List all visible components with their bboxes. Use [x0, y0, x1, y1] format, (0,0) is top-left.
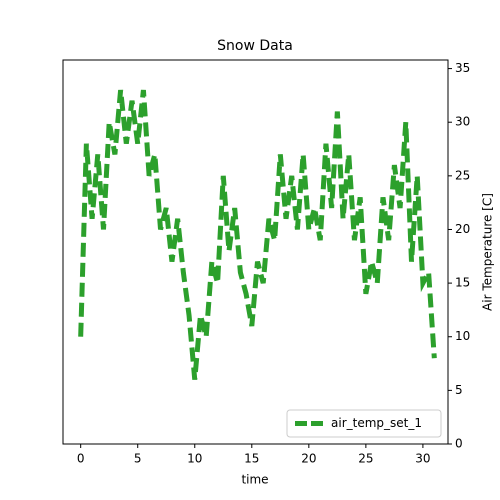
x-tick-label: 20: [301, 452, 316, 466]
x-tick-label: 10: [187, 452, 202, 466]
y-tick-label: 30: [455, 115, 470, 129]
chart-title: Snow Data: [217, 38, 293, 54]
y-tick-label: 20: [455, 222, 470, 236]
y-tick-label: 15: [455, 276, 470, 290]
y-tick-label: 10: [455, 329, 470, 343]
y-tick-label: 0: [455, 437, 463, 451]
y-axis-label: Air Temperature [C]: [481, 193, 495, 311]
x-tick-label: 30: [415, 452, 430, 466]
data-line: [78, 89, 437, 380]
y-tick-label: 5: [455, 383, 463, 397]
x-tick-label: 0: [77, 452, 85, 466]
y-tick-label: 25: [455, 168, 470, 182]
x-tick-label: 25: [358, 452, 373, 466]
legend-box: [286, 409, 442, 438]
x-tick-label: 5: [134, 452, 142, 466]
x-axis-label: time: [241, 473, 268, 487]
plot-frame: [62, 59, 449, 445]
y-tick-label: 35: [455, 61, 470, 75]
x-tick-label: 15: [244, 452, 259, 466]
legend-label: air_temp_set_1: [331, 416, 422, 430]
